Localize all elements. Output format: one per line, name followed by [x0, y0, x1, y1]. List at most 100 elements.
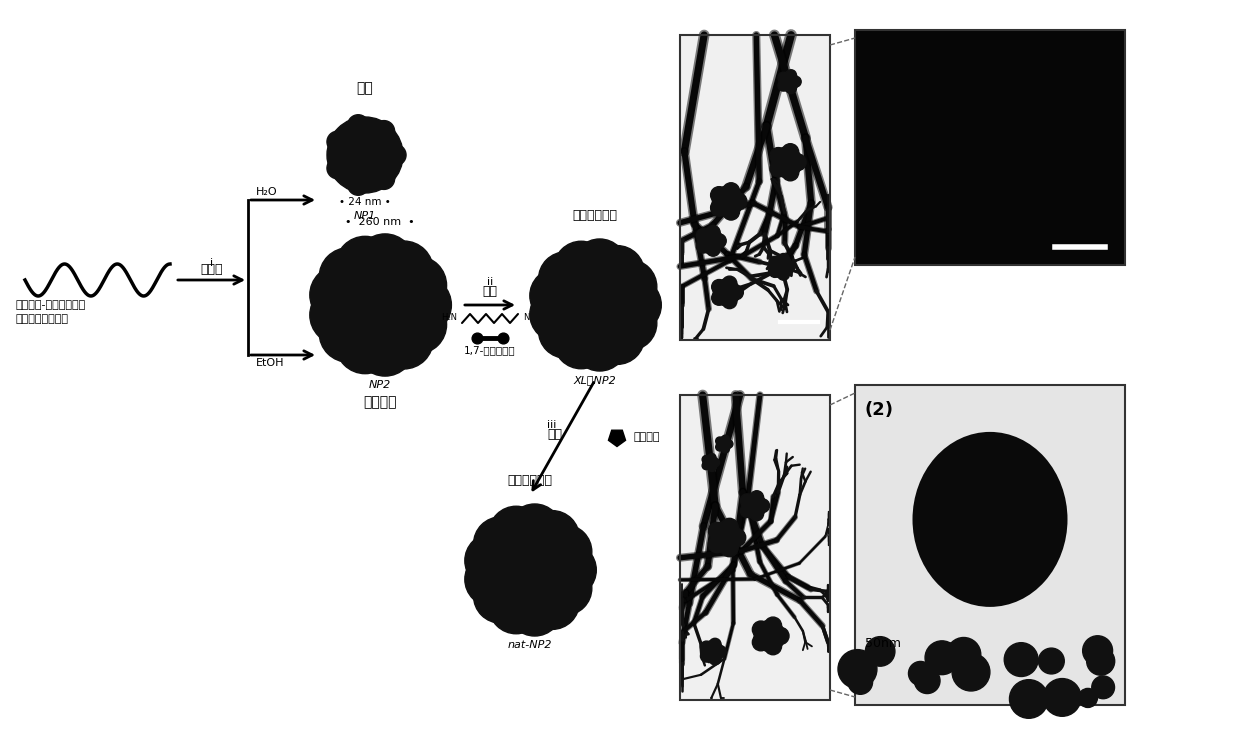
Circle shape [764, 617, 782, 634]
Text: 载药: 载药 [546, 428, 563, 440]
Circle shape [489, 530, 570, 610]
Bar [680, 395, 830, 700]
Text: 载药纳米颗粒: 载药纳米颗粒 [508, 474, 553, 487]
Circle shape [473, 568, 528, 623]
Circle shape [320, 248, 378, 306]
Circle shape [937, 643, 964, 670]
Text: 1,7-二氯基庚烷: 1,7-二氯基庚烷 [465, 345, 515, 355]
Circle shape [782, 144, 799, 160]
Circle shape [356, 234, 415, 293]
Circle shape [782, 164, 799, 181]
Text: 自组装: 自组装 [201, 263, 223, 276]
Circle shape [741, 494, 753, 507]
Circle shape [952, 653, 990, 691]
Circle shape [783, 261, 795, 273]
Circle shape [1043, 679, 1080, 716]
Circle shape [730, 193, 747, 210]
Circle shape [348, 115, 369, 136]
Point [467, 332, 487, 344]
Ellipse shape [912, 432, 1068, 607]
Text: 那他霉素: 那他霉素 [633, 432, 659, 443]
Circle shape [769, 148, 787, 164]
Polygon shape [608, 430, 626, 446]
Circle shape [711, 458, 720, 467]
Circle shape [508, 504, 563, 559]
Text: 交联纳米颗粒: 交联纳米颗粒 [572, 209, 617, 222]
Circle shape [710, 522, 742, 554]
Circle shape [722, 183, 740, 200]
Bar [680, 35, 830, 340]
Circle shape [716, 443, 724, 451]
Bar [855, 30, 1125, 265]
Circle shape [755, 620, 786, 652]
Circle shape [525, 511, 580, 565]
Text: 胶束: 胶束 [357, 81, 373, 95]
Bar [855, 385, 1125, 705]
Circle shape [716, 437, 724, 445]
Circle shape [388, 295, 446, 354]
Circle shape [729, 285, 743, 300]
Circle shape [465, 552, 519, 607]
Circle shape [707, 464, 716, 472]
Circle shape [711, 279, 726, 294]
Circle shape [1038, 648, 1064, 674]
Text: EtOH: EtOH [256, 358, 285, 368]
Text: • 24 nm •: • 24 nm • [339, 197, 390, 207]
Circle shape [530, 287, 585, 342]
Circle shape [709, 522, 726, 540]
Text: 氯乙二醇-聚甲基丙烯酸
粧油酵改性共聚物: 氯乙二醇-聚甲基丙烯酸 粧油酵改性共聚物 [15, 300, 85, 324]
Circle shape [336, 237, 394, 295]
Circle shape [926, 641, 959, 675]
Circle shape [914, 668, 940, 694]
Text: XL－NP2: XL－NP2 [574, 375, 616, 385]
Circle shape [696, 239, 710, 253]
Circle shape [778, 80, 789, 91]
Text: NP2: NP2 [369, 380, 392, 390]
Point [493, 332, 513, 344]
Circle shape [525, 574, 580, 629]
Circle shape [374, 310, 434, 369]
Circle shape [572, 316, 627, 371]
Circle shape [789, 154, 807, 171]
Circle shape [465, 533, 519, 588]
Circle shape [721, 518, 738, 536]
Circle shape [769, 265, 781, 277]
Circle shape [385, 145, 406, 166]
Circle shape [711, 187, 727, 204]
Circle shape [750, 491, 763, 504]
Circle shape [769, 256, 781, 268]
Circle shape [539, 252, 593, 306]
Text: NH₂: NH₂ [523, 314, 539, 323]
Circle shape [772, 147, 803, 178]
Circle shape [786, 70, 797, 81]
Circle shape [709, 638, 721, 650]
Circle shape [1087, 647, 1115, 675]
Bar [680, 395, 830, 700]
Circle shape [706, 243, 720, 256]
Circle shape [356, 318, 415, 376]
Text: H₂N: H₂N [441, 314, 457, 323]
Text: nat-NP2: nat-NP2 [508, 640, 553, 650]
Circle shape [393, 276, 451, 334]
Circle shape [348, 174, 369, 195]
Circle shape [590, 310, 644, 365]
Circle shape [721, 539, 738, 557]
Circle shape [310, 266, 369, 324]
Circle shape [947, 637, 981, 672]
Circle shape [700, 641, 712, 653]
Circle shape [541, 543, 596, 597]
Circle shape [701, 640, 724, 663]
Circle shape [772, 628, 789, 644]
Circle shape [714, 279, 740, 306]
Circle shape [489, 579, 544, 634]
Circle shape [729, 529, 746, 546]
Circle shape [538, 561, 592, 616]
Circle shape [489, 506, 544, 561]
Circle shape [1078, 688, 1098, 708]
Text: H₂O: H₂O [256, 187, 278, 197]
Circle shape [320, 303, 378, 363]
Circle shape [703, 455, 717, 470]
Circle shape [779, 72, 799, 91]
Circle shape [703, 455, 710, 464]
Circle shape [908, 661, 933, 685]
